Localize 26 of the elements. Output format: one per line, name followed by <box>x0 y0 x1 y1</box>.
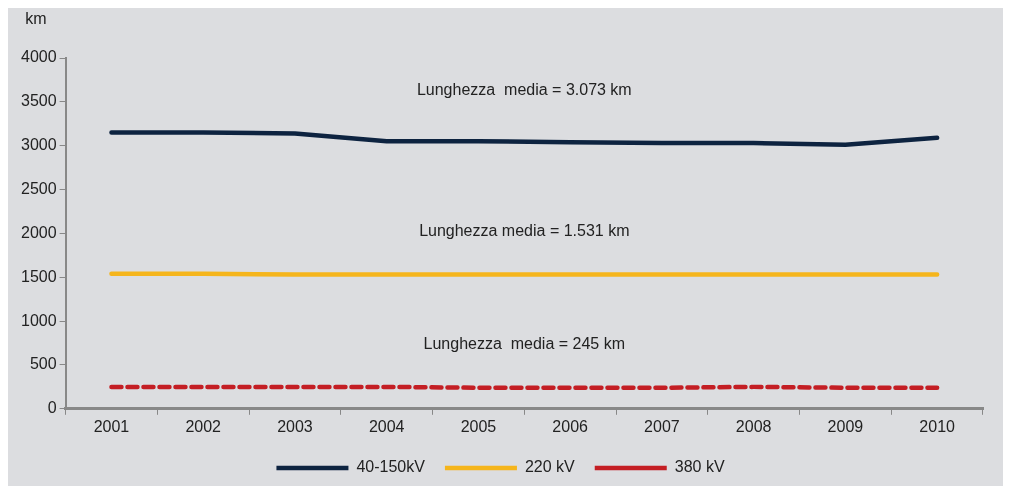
x-tick-label: 2005 <box>460 417 497 435</box>
y-tick-label: 0 <box>47 399 57 417</box>
annotation: Lunghezza media = 3.073 km <box>416 80 632 98</box>
y-axis-title: km <box>25 10 47 28</box>
annotation: Lunghezza media = 245 km <box>423 335 626 353</box>
x-tick-label: 2006 <box>552 417 589 435</box>
x-tick-label: 2008 <box>735 417 772 435</box>
y-tick-label: 3500 <box>21 92 57 110</box>
legend-label: 380 kV <box>674 458 725 476</box>
legend-label: 220 kV <box>524 458 576 476</box>
x-tick-label: 2004 <box>368 417 405 435</box>
annotation: Lunghezza media = 1.531 km <box>419 222 630 240</box>
y-tick-label: 4000 <box>21 48 57 66</box>
x-tick-label: 2001 <box>93 417 130 435</box>
x-tick-label: 2002 <box>185 417 222 435</box>
y-tick-label: 1000 <box>21 311 57 329</box>
legend-label: 40-150kV <box>356 458 426 476</box>
y-tick-label: 1500 <box>21 267 57 285</box>
x-tick-label: 2007 <box>644 417 680 435</box>
x-tick-label: 2003 <box>277 417 313 435</box>
y-tick-label: 3000 <box>21 136 57 154</box>
x-tick-label: 2009 <box>827 417 864 435</box>
x-tick-label: 2010 <box>919 417 956 435</box>
y-tick-label: 2500 <box>21 179 57 197</box>
y-tick-label: 2000 <box>21 223 57 241</box>
y-tick-label: 500 <box>29 355 57 373</box>
